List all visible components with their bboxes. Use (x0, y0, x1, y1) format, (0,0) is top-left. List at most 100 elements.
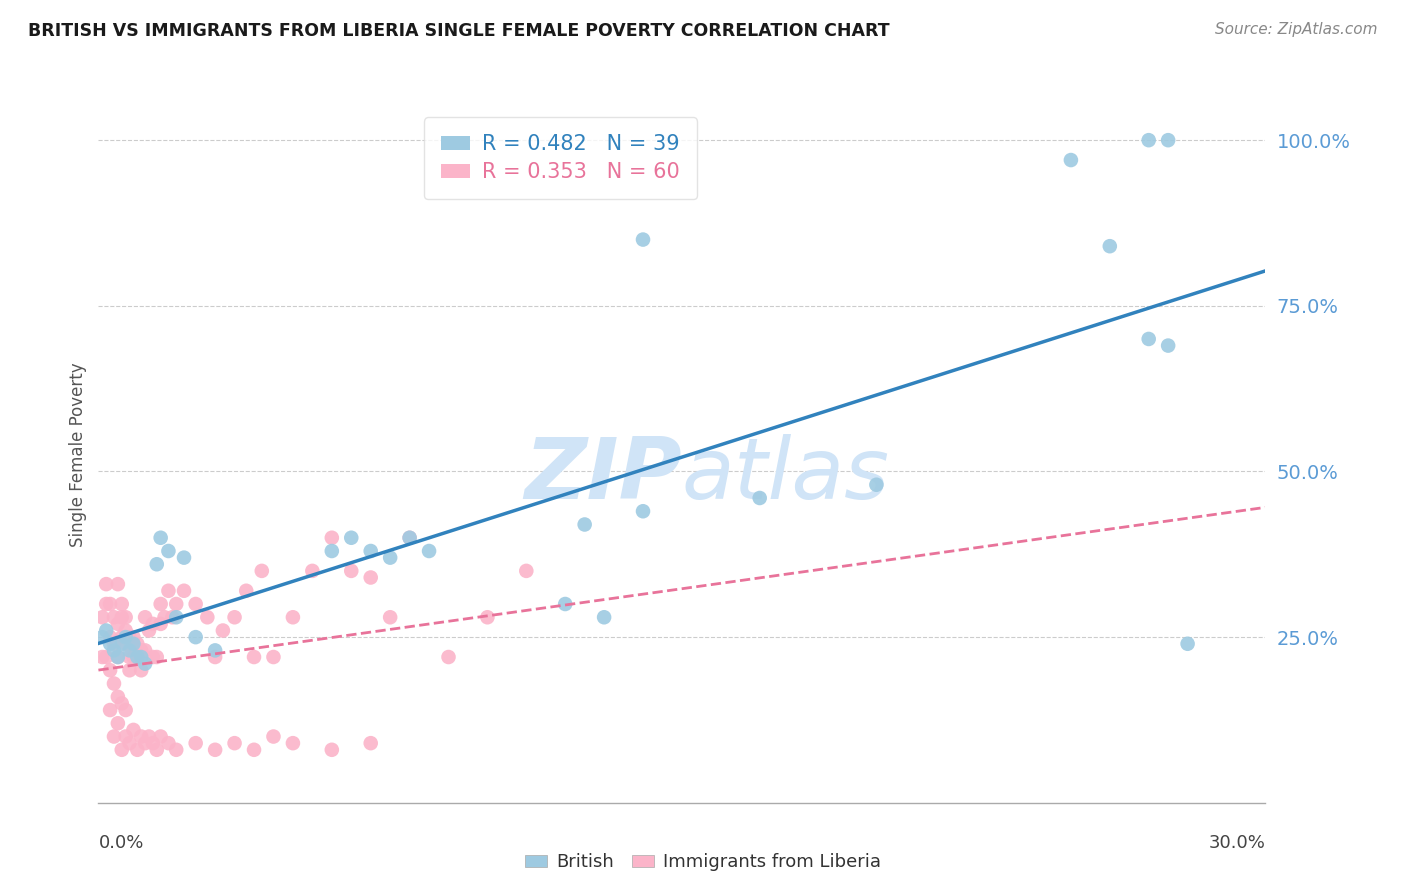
Y-axis label: Single Female Poverty: Single Female Poverty (69, 363, 87, 547)
Point (204, 743, 226, 757)
Point (111, 637, 134, 651)
Point (122, 723, 145, 737)
Point (114, 624, 136, 638)
Point (118, 630, 141, 644)
Point (224, 736, 246, 750)
Point (103, 676, 125, 690)
Point (98, 663, 121, 677)
Point (165, 610, 187, 624)
Point (301, 564, 323, 578)
Point (129, 643, 152, 657)
Point (212, 624, 235, 638)
Point (398, 531, 420, 545)
Point (1137, 133, 1160, 147)
Point (134, 736, 156, 750)
Point (114, 703, 136, 717)
Point (96, 577, 118, 591)
Point (243, 743, 266, 757)
Point (250, 564, 273, 578)
Point (91, 650, 114, 665)
Point (122, 637, 145, 651)
Point (111, 743, 134, 757)
Point (146, 743, 169, 757)
Point (103, 643, 125, 657)
Point (554, 597, 576, 611)
Point (157, 736, 180, 750)
Point (96, 597, 118, 611)
Legend: British, Immigrants from Liberia: British, Immigrants from Liberia (519, 847, 887, 879)
Point (114, 637, 136, 651)
Point (378, 610, 402, 624)
Point (173, 583, 195, 598)
Point (122, 637, 145, 651)
Point (98, 637, 121, 651)
Point (593, 610, 616, 624)
Point (165, 743, 187, 757)
Point (142, 736, 165, 750)
Point (146, 650, 169, 665)
Point (157, 583, 180, 598)
Point (149, 616, 172, 631)
Point (398, 531, 420, 545)
Text: BRITISH VS IMMIGRANTS FROM LIBERIA SINGLE FEMALE POVERTY CORRELATION CHART: BRITISH VS IMMIGRANTS FROM LIBERIA SINGL… (28, 22, 890, 40)
Point (157, 544, 180, 558)
Point (111, 597, 134, 611)
Point (118, 643, 141, 657)
Point (574, 517, 596, 532)
Point (98, 703, 121, 717)
Point (98, 597, 121, 611)
Point (360, 544, 382, 558)
Point (418, 544, 440, 558)
Text: 30.0%: 30.0% (1209, 834, 1265, 852)
Point (103, 730, 125, 744)
Point (146, 558, 169, 572)
Point (243, 650, 266, 665)
Point (184, 597, 207, 611)
Point (360, 736, 382, 750)
Point (321, 531, 343, 545)
Point (122, 630, 145, 644)
Text: 0.0%: 0.0% (98, 834, 143, 852)
Point (165, 597, 187, 611)
Point (1060, 153, 1083, 167)
Point (865, 477, 887, 491)
Point (127, 650, 149, 665)
Point (129, 730, 152, 744)
Point (631, 233, 654, 247)
Point (114, 630, 136, 644)
Point (111, 610, 134, 624)
Point (118, 736, 141, 750)
Point (437, 650, 460, 665)
Point (1157, 133, 1180, 147)
Point (114, 730, 136, 744)
Point (184, 630, 207, 644)
Point (748, 491, 770, 505)
Point (114, 610, 136, 624)
Point (281, 610, 304, 624)
Point (1177, 637, 1199, 651)
Point (134, 643, 156, 657)
Point (204, 643, 226, 657)
Point (107, 650, 129, 665)
Point (340, 531, 363, 545)
Legend: R = 0.482   N = 39, R = 0.353   N = 60: R = 0.482 N = 39, R = 0.353 N = 60 (425, 118, 696, 199)
Point (107, 650, 129, 665)
Point (204, 650, 226, 665)
Point (1098, 239, 1121, 253)
Point (122, 650, 145, 665)
Point (378, 550, 402, 565)
Point (91, 610, 114, 624)
Point (103, 637, 125, 651)
Point (1137, 332, 1160, 346)
Point (129, 650, 152, 665)
Point (162, 610, 184, 624)
Point (195, 610, 218, 624)
Point (96, 624, 118, 638)
Point (184, 736, 207, 750)
Point (127, 650, 149, 665)
Point (98, 630, 121, 644)
Point (631, 504, 654, 518)
Point (281, 736, 304, 750)
Point (224, 610, 246, 624)
Point (142, 616, 165, 631)
